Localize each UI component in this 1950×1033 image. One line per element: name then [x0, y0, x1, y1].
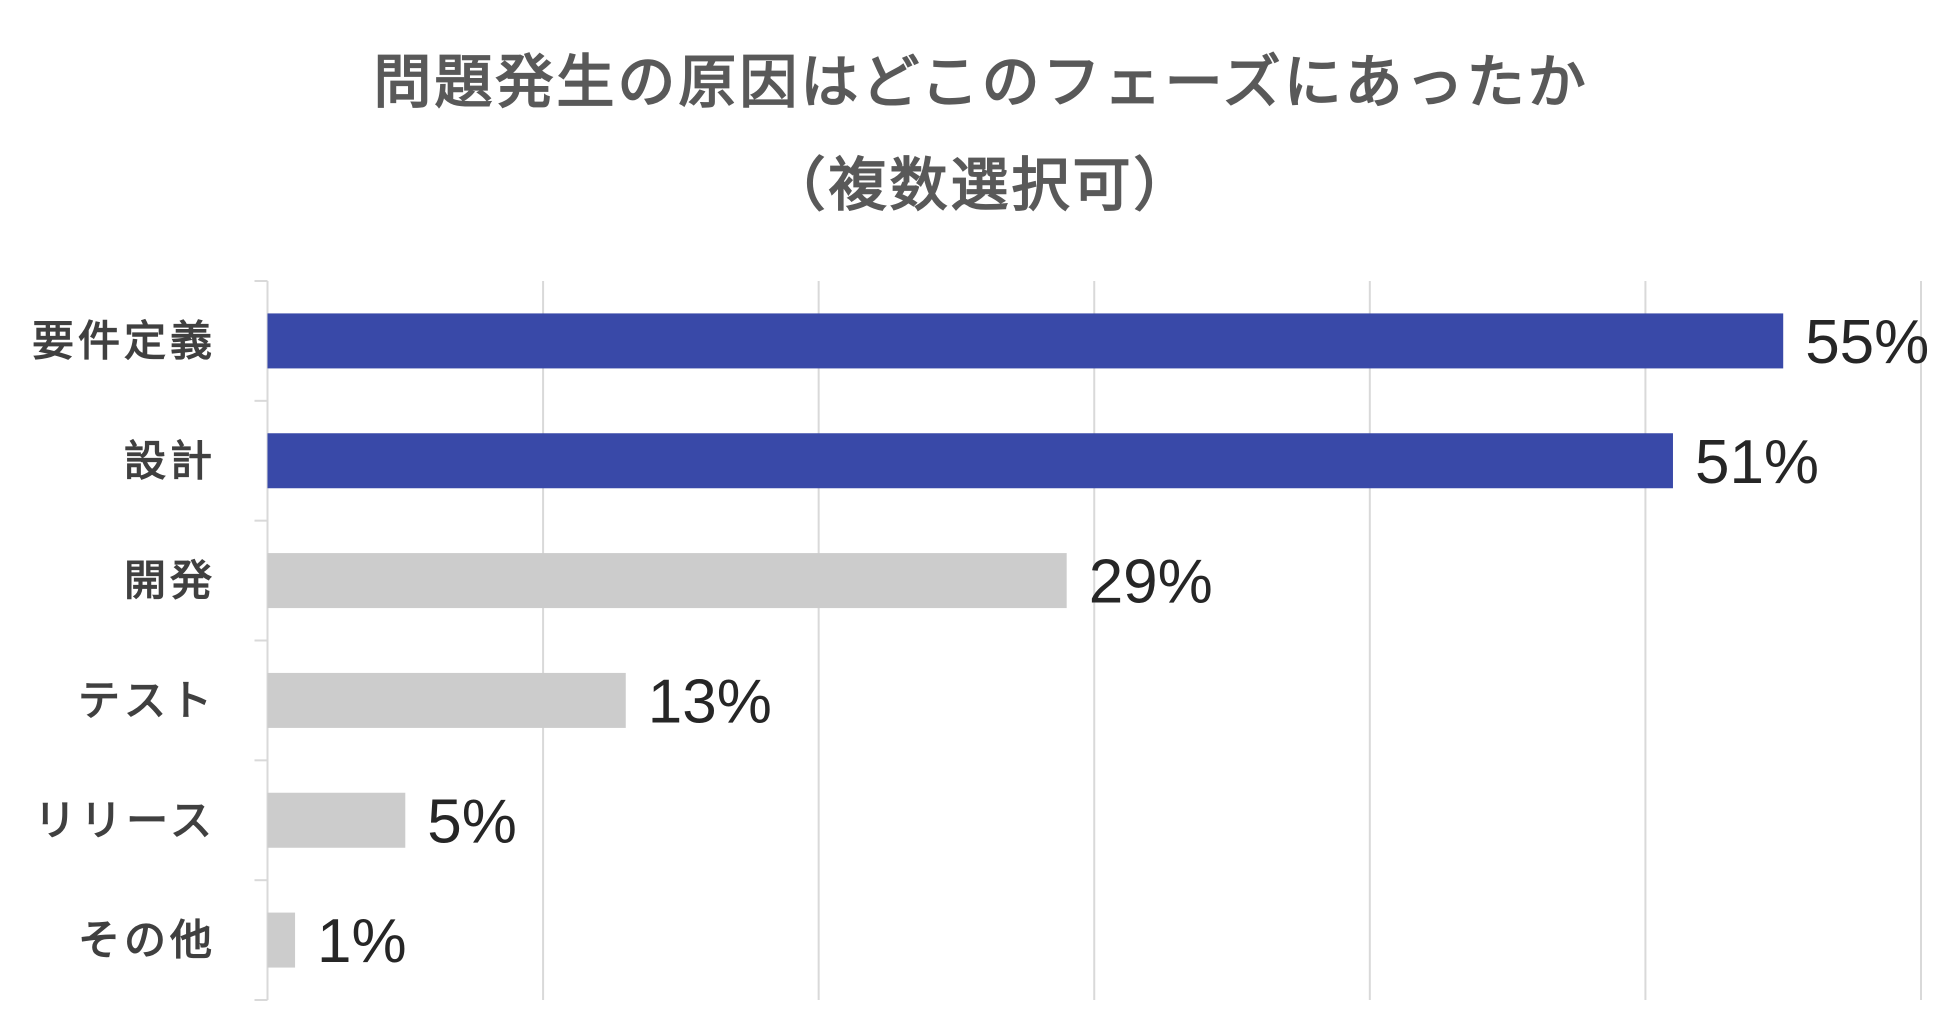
chart-subtitle: （複数選択可） [767, 151, 1194, 219]
value-label-3: 29% [1089, 548, 1213, 617]
y-axis [254, 280, 269, 1001]
bar-5 [267, 792, 406, 848]
category-label-4: テスト [78, 676, 216, 725]
value-label-5: 5% [427, 787, 517, 856]
value-label-6: 1% [317, 907, 407, 976]
labels: 要件定義 55% 設計 51% 開発 29% テスト 13% リリース 5% その他 1% [32, 308, 1929, 976]
value-label-4: 13% [648, 667, 772, 736]
gridlines [542, 281, 1922, 1000]
category-label-6: その他 [78, 916, 216, 965]
bar-3 [267, 553, 1067, 609]
category-label-5: リリース [34, 796, 216, 845]
bar-6 [267, 912, 296, 968]
category-label-2: 設計 [124, 436, 216, 485]
bar-2 [267, 433, 1673, 489]
category-label-1: 要件定義 [32, 316, 216, 365]
value-label-1: 55% [1805, 308, 1929, 377]
bar-4 [267, 672, 626, 728]
bars [267, 313, 1784, 968]
value-label-2: 51% [1695, 428, 1819, 497]
chart-title: 問題発生の原因はどこのフェーズにあったか [373, 48, 1588, 116]
category-label-3: 開発 [124, 556, 216, 605]
bar-1 [267, 313, 1784, 369]
